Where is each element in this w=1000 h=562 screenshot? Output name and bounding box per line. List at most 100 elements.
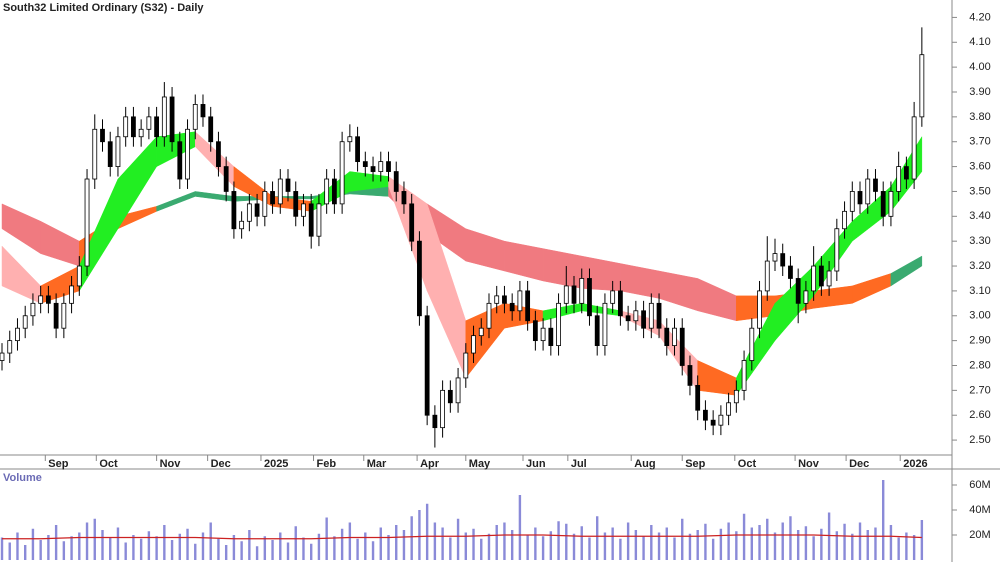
candle-body: [471, 335, 476, 354]
y-tick-label: 2.50: [969, 434, 990, 446]
volume-bar: [124, 542, 127, 560]
candle-body: [749, 327, 755, 361]
candle-body: [703, 409, 708, 421]
x-tick-label: Feb: [317, 458, 337, 470]
volume-bar: [905, 532, 908, 560]
candle-body: [463, 352, 469, 379]
candle-body: [301, 203, 306, 217]
candle-body: [455, 377, 461, 404]
volume-bar: [889, 525, 893, 560]
candle-body: [417, 240, 422, 317]
volume-bar: [572, 533, 576, 560]
candle-body: [648, 302, 654, 329]
x-tick-label: Nov: [798, 458, 820, 470]
volume-bar: [170, 540, 174, 560]
volume-bar: [441, 527, 444, 560]
candle-body: [45, 295, 51, 304]
volume-bar: [510, 530, 514, 560]
volume-bar: [650, 525, 653, 560]
x-tick-label: Nov: [160, 458, 182, 470]
candle-body: [919, 54, 925, 118]
candle-body: [22, 315, 28, 329]
candle-body: [370, 166, 376, 172]
candle-body: [216, 141, 221, 167]
volume-bar: [54, 525, 58, 560]
candle-body: [494, 295, 500, 304]
chart-title: South32 Limited Ordinary (S32) - Daily: [3, 2, 204, 14]
volume-bar: [16, 532, 19, 560]
y-tick-label: 40M: [969, 504, 990, 516]
volume-bar: [425, 503, 429, 560]
volume-bar: [364, 532, 367, 560]
volume-bar: [750, 527, 753, 560]
candle-body: [223, 166, 229, 192]
candle-body: [7, 340, 13, 354]
candle-body: [656, 302, 662, 329]
volume-bar: [766, 518, 769, 560]
volume-bar: [186, 528, 189, 560]
candle-body: [92, 128, 98, 180]
volume-bar: [851, 533, 854, 560]
candle-body: [741, 360, 747, 391]
candle-body: [231, 191, 237, 230]
ribbon-segment: [890, 255, 923, 287]
candle-body: [525, 290, 531, 322]
candle-body: [587, 278, 592, 317]
volume-bar: [611, 527, 614, 560]
candle-body: [478, 327, 484, 337]
volume-bar: [116, 527, 120, 560]
volume-bar: [534, 527, 537, 560]
volume-bar: [387, 535, 390, 560]
candle-body: [610, 290, 616, 304]
candle-body: [710, 419, 716, 426]
volume-bar: [371, 541, 375, 560]
volume-bar: [201, 532, 205, 560]
volume-bar: [557, 521, 560, 560]
y-tick-label: 3.40: [969, 210, 990, 222]
volume-bar: [240, 541, 243, 560]
volume-bar: [727, 522, 730, 560]
volume-bar: [39, 540, 42, 560]
x-tick-label: Aug: [634, 458, 655, 470]
candle-body: [277, 178, 283, 205]
candle-body: [15, 327, 20, 342]
candle-body: [842, 210, 847, 230]
candle-body: [517, 290, 523, 312]
candle-body: [556, 302, 561, 347]
candle-body: [834, 228, 840, 272]
plot: 2.50 2.60 2.70 2.80 2.90 3.00 3.10 3.20 3.30 3.40…: [0, 11, 991, 560]
volume-bar: [310, 543, 313, 560]
candle-body: [84, 178, 90, 267]
candle-body: [0, 352, 5, 361]
candle-body: [880, 191, 886, 217]
candle-body: [803, 290, 809, 304]
x-tick-label: 2026: [903, 458, 927, 470]
y-tick-label: 4.00: [969, 61, 990, 73]
candle-body: [849, 191, 855, 212]
x-tick-label: Apr: [420, 458, 440, 470]
y-tick-label: 60M: [969, 479, 990, 491]
volume-bar: [920, 520, 924, 560]
volume-bar: [433, 522, 437, 560]
volume-bar: [541, 536, 545, 560]
candle-body: [192, 104, 198, 130]
candle-body: [316, 203, 322, 237]
volume-bar: [472, 528, 475, 560]
volume-bar: [580, 526, 583, 560]
volume-bar: [634, 530, 638, 560]
volume-bar: [217, 538, 220, 560]
candle-body: [169, 96, 175, 143]
volume-bar: [163, 525, 166, 560]
volume-average: [2, 534, 922, 540]
volume-bar: [294, 526, 297, 560]
volume-bar: [356, 538, 359, 560]
x-tick-label: May: [469, 458, 491, 470]
candle-body: [161, 96, 167, 138]
volume-bar: [866, 530, 869, 560]
volume-bar: [796, 530, 800, 560]
volume-bar: [742, 513, 746, 560]
candle-body: [38, 295, 44, 304]
candle-body: [393, 171, 399, 192]
volume-bar: [882, 480, 885, 560]
